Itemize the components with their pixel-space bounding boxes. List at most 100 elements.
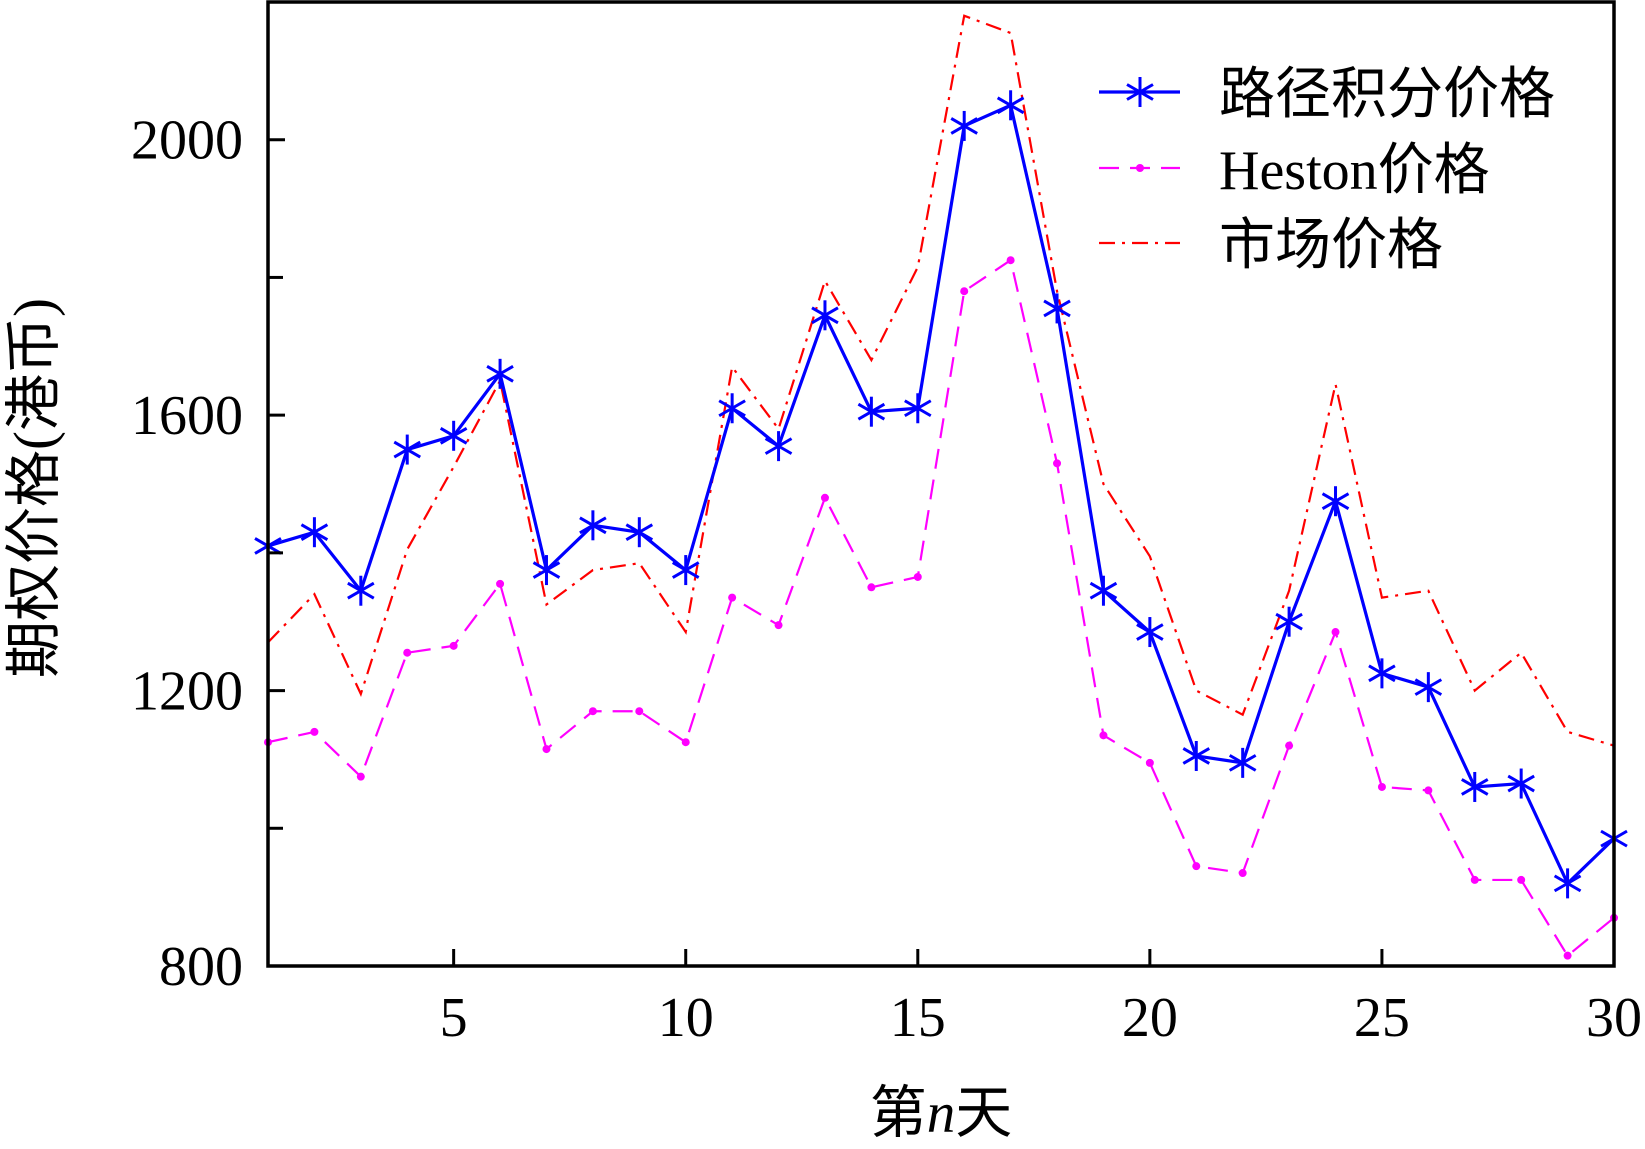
x-tick-label: 15	[890, 987, 946, 1049]
data-point	[913, 572, 922, 581]
marker-stroke	[300, 523, 329, 541]
marker-stroke	[625, 523, 654, 541]
data-point	[310, 727, 319, 736]
data-point	[1006, 256, 1015, 265]
data-point	[1089, 575, 1118, 606]
data-point	[542, 745, 551, 754]
data-point	[625, 517, 654, 548]
marker-stroke	[393, 440, 421, 459]
marker-stroke	[811, 306, 839, 325]
data-point	[579, 510, 607, 541]
data-point	[439, 420, 468, 451]
series-line-heston-price	[267, 258, 1615, 958]
y-tick-label: 800	[159, 936, 243, 998]
marker-stroke	[1182, 747, 1211, 765]
legend-entry-market-price: 市场价格	[1099, 215, 1443, 277]
marker-stroke	[671, 561, 700, 579]
data-point	[403, 648, 412, 657]
data-point	[811, 300, 839, 331]
data-point	[820, 493, 829, 502]
data-point	[1053, 459, 1062, 468]
data-point	[1331, 628, 1340, 637]
legend-label: 路径积分价格	[1219, 64, 1555, 126]
x-tick-label: 30	[1586, 987, 1642, 1049]
data-point	[356, 772, 365, 781]
data-point	[635, 707, 644, 716]
data-point	[1099, 731, 1108, 740]
legend-label: Heston价格	[1219, 140, 1490, 202]
data-point	[1424, 786, 1433, 795]
y-tick-label: 1200	[131, 661, 243, 723]
data-point	[996, 90, 1025, 121]
y-tick-label: 1600	[131, 385, 243, 447]
series-market-price	[267, 14, 1615, 747]
marker-stroke	[1414, 678, 1443, 696]
data-point	[867, 583, 876, 592]
marker-stroke	[532, 561, 561, 579]
data-point	[1192, 862, 1201, 871]
marker-stroke	[439, 427, 468, 445]
data-point	[1553, 868, 1582, 899]
axis-ticks: 800 1200 1600 2000 5 10 15 20 25 30	[131, 110, 1642, 1049]
y-axis-label: 期权价格(港币)	[3, 298, 66, 678]
marker-stroke	[1136, 623, 1164, 641]
data-point	[960, 287, 969, 296]
plot-frame	[266, 0, 1616, 968]
marker-stroke	[718, 399, 746, 418]
series-line-market-price	[267, 14, 1615, 747]
data-point	[681, 738, 690, 747]
data-point	[393, 434, 421, 465]
legend: 路径积分价格 Heston价格 市场价格	[1099, 64, 1555, 277]
data-point	[1563, 951, 1572, 960]
marker-stroke	[1507, 774, 1535, 793]
data-point	[449, 641, 458, 650]
marker-stroke	[904, 399, 932, 418]
legend-entry-heston-price: Heston价格	[1099, 140, 1490, 202]
data-point	[1228, 747, 1257, 778]
marker-stroke	[1126, 83, 1154, 101]
x-axis-label: 第n天	[870, 1082, 1013, 1145]
series-path-integral-price	[254, 90, 1628, 899]
data-point	[718, 393, 746, 424]
data-point	[950, 110, 978, 141]
data-point	[486, 358, 514, 389]
data-point	[904, 393, 932, 424]
legend-swatch	[1099, 77, 1180, 107]
data-point	[532, 555, 561, 586]
data-point	[347, 575, 375, 606]
data-point	[857, 396, 886, 427]
y-tick-label: 2000	[131, 110, 243, 172]
marker-stroke	[1275, 612, 1303, 631]
x-tick-label: 5	[440, 987, 468, 1049]
data-point	[300, 517, 329, 548]
data-point	[1368, 658, 1396, 689]
legend-swatch	[1099, 164, 1180, 172]
marker-stroke	[1368, 664, 1396, 683]
series-line-path-integral-price	[267, 103, 1616, 887]
series-heston-price	[264, 256, 1618, 960]
marker-stroke	[1228, 754, 1257, 772]
data-point	[1285, 741, 1294, 750]
data-point	[1377, 782, 1386, 791]
data-point	[1470, 875, 1479, 884]
data-point	[764, 431, 793, 462]
x-axis-label-text: 第	[870, 1082, 927, 1145]
legend-label: 市场价格	[1219, 215, 1443, 277]
legend-entry-path-integral-price: 路径积分价格	[1099, 64, 1555, 126]
data-point	[1238, 869, 1247, 878]
marker-stroke	[579, 516, 607, 535]
marker-stroke	[996, 96, 1025, 115]
marker-stroke	[764, 437, 793, 455]
x-axis-label-variable: n	[927, 1082, 956, 1145]
data-point	[1275, 606, 1303, 637]
marker-stroke	[1321, 492, 1350, 511]
data-point	[496, 579, 505, 588]
data-point	[1136, 617, 1164, 648]
marker-stroke	[1461, 778, 1489, 796]
marker-stroke	[1043, 299, 1071, 318]
marker-stroke	[857, 402, 886, 421]
data-point	[1414, 672, 1443, 703]
data-point	[728, 593, 737, 602]
data-point	[1461, 771, 1489, 802]
